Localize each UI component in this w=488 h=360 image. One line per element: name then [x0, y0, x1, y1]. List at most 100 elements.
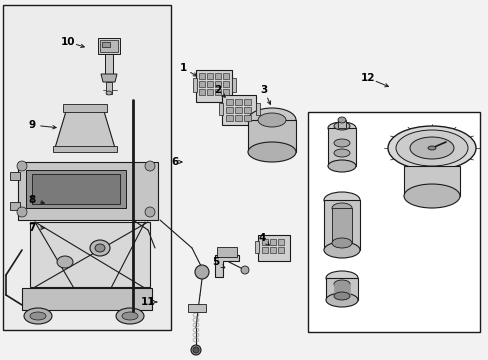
Bar: [30, 222, 150, 287]
Ellipse shape: [145, 207, 155, 217]
Bar: [196, 70, 231, 102]
Ellipse shape: [387, 126, 475, 170]
Bar: [106, 82, 112, 94]
Bar: [105, 54, 113, 74]
Bar: [53, 146, 117, 152]
Bar: [102, 42, 110, 47]
Text: 3: 3: [260, 85, 267, 95]
Bar: [278, 247, 284, 253]
Bar: [325, 278, 357, 300]
Bar: [26, 170, 126, 208]
Bar: [199, 81, 204, 87]
Polygon shape: [101, 74, 117, 82]
Bar: [223, 81, 228, 87]
Text: 8: 8: [28, 195, 36, 205]
Ellipse shape: [95, 244, 105, 252]
Bar: [199, 73, 204, 79]
Bar: [22, 288, 152, 310]
Bar: [269, 247, 275, 253]
Bar: [247, 120, 295, 152]
Text: 4: 4: [258, 233, 265, 243]
Bar: [10, 172, 20, 180]
Bar: [225, 115, 232, 121]
Bar: [32, 174, 120, 204]
Bar: [219, 103, 223, 115]
Bar: [262, 247, 267, 253]
Bar: [199, 89, 204, 95]
Bar: [244, 99, 250, 105]
Ellipse shape: [90, 240, 110, 256]
Bar: [244, 115, 250, 121]
Bar: [262, 239, 267, 245]
Bar: [327, 128, 355, 166]
Bar: [256, 103, 260, 115]
Bar: [222, 95, 256, 125]
Polygon shape: [55, 108, 115, 148]
Ellipse shape: [325, 293, 357, 307]
Ellipse shape: [191, 345, 201, 355]
Bar: [63, 104, 107, 112]
Bar: [223, 89, 228, 95]
Bar: [235, 107, 242, 113]
Ellipse shape: [331, 203, 351, 213]
Ellipse shape: [17, 207, 27, 217]
Ellipse shape: [427, 146, 435, 150]
Bar: [217, 247, 237, 257]
Bar: [206, 73, 213, 79]
Ellipse shape: [324, 242, 359, 258]
Bar: [10, 202, 20, 210]
Ellipse shape: [325, 271, 357, 285]
Bar: [331, 208, 351, 243]
Text: 1: 1: [179, 63, 186, 73]
Text: 9: 9: [28, 120, 36, 130]
Ellipse shape: [333, 139, 349, 147]
Polygon shape: [215, 255, 239, 277]
Ellipse shape: [24, 308, 52, 324]
Ellipse shape: [193, 347, 199, 353]
Bar: [235, 99, 242, 105]
Ellipse shape: [122, 312, 138, 320]
Bar: [98, 38, 120, 54]
Bar: [244, 107, 250, 113]
Ellipse shape: [337, 117, 346, 123]
Ellipse shape: [324, 192, 359, 208]
Text: 7: 7: [28, 223, 36, 233]
Bar: [258, 235, 289, 261]
Bar: [206, 81, 213, 87]
Bar: [278, 239, 284, 245]
Bar: [100, 40, 118, 52]
Ellipse shape: [17, 161, 27, 171]
Bar: [403, 166, 459, 196]
Ellipse shape: [331, 238, 351, 248]
Ellipse shape: [395, 130, 467, 166]
Ellipse shape: [409, 137, 453, 159]
Bar: [324, 200, 359, 250]
Ellipse shape: [145, 161, 155, 171]
Bar: [225, 99, 232, 105]
Ellipse shape: [247, 108, 295, 132]
Bar: [18, 162, 158, 220]
Ellipse shape: [30, 312, 46, 320]
Bar: [307, 112, 479, 332]
Ellipse shape: [241, 266, 248, 274]
Ellipse shape: [57, 256, 73, 268]
Bar: [223, 73, 228, 79]
Ellipse shape: [333, 292, 349, 300]
Text: 11: 11: [141, 297, 155, 307]
Bar: [225, 107, 232, 113]
Bar: [333, 284, 349, 296]
Bar: [215, 73, 221, 79]
Bar: [337, 120, 346, 128]
Bar: [193, 78, 197, 92]
Ellipse shape: [327, 122, 355, 134]
Ellipse shape: [333, 280, 349, 288]
Ellipse shape: [116, 308, 143, 324]
Text: 5: 5: [212, 257, 219, 267]
Ellipse shape: [333, 122, 349, 130]
Ellipse shape: [258, 113, 285, 127]
Ellipse shape: [327, 160, 355, 172]
Bar: [3, 5, 171, 330]
Text: 2: 2: [214, 85, 221, 95]
Bar: [254, 241, 259, 253]
Bar: [215, 81, 221, 87]
